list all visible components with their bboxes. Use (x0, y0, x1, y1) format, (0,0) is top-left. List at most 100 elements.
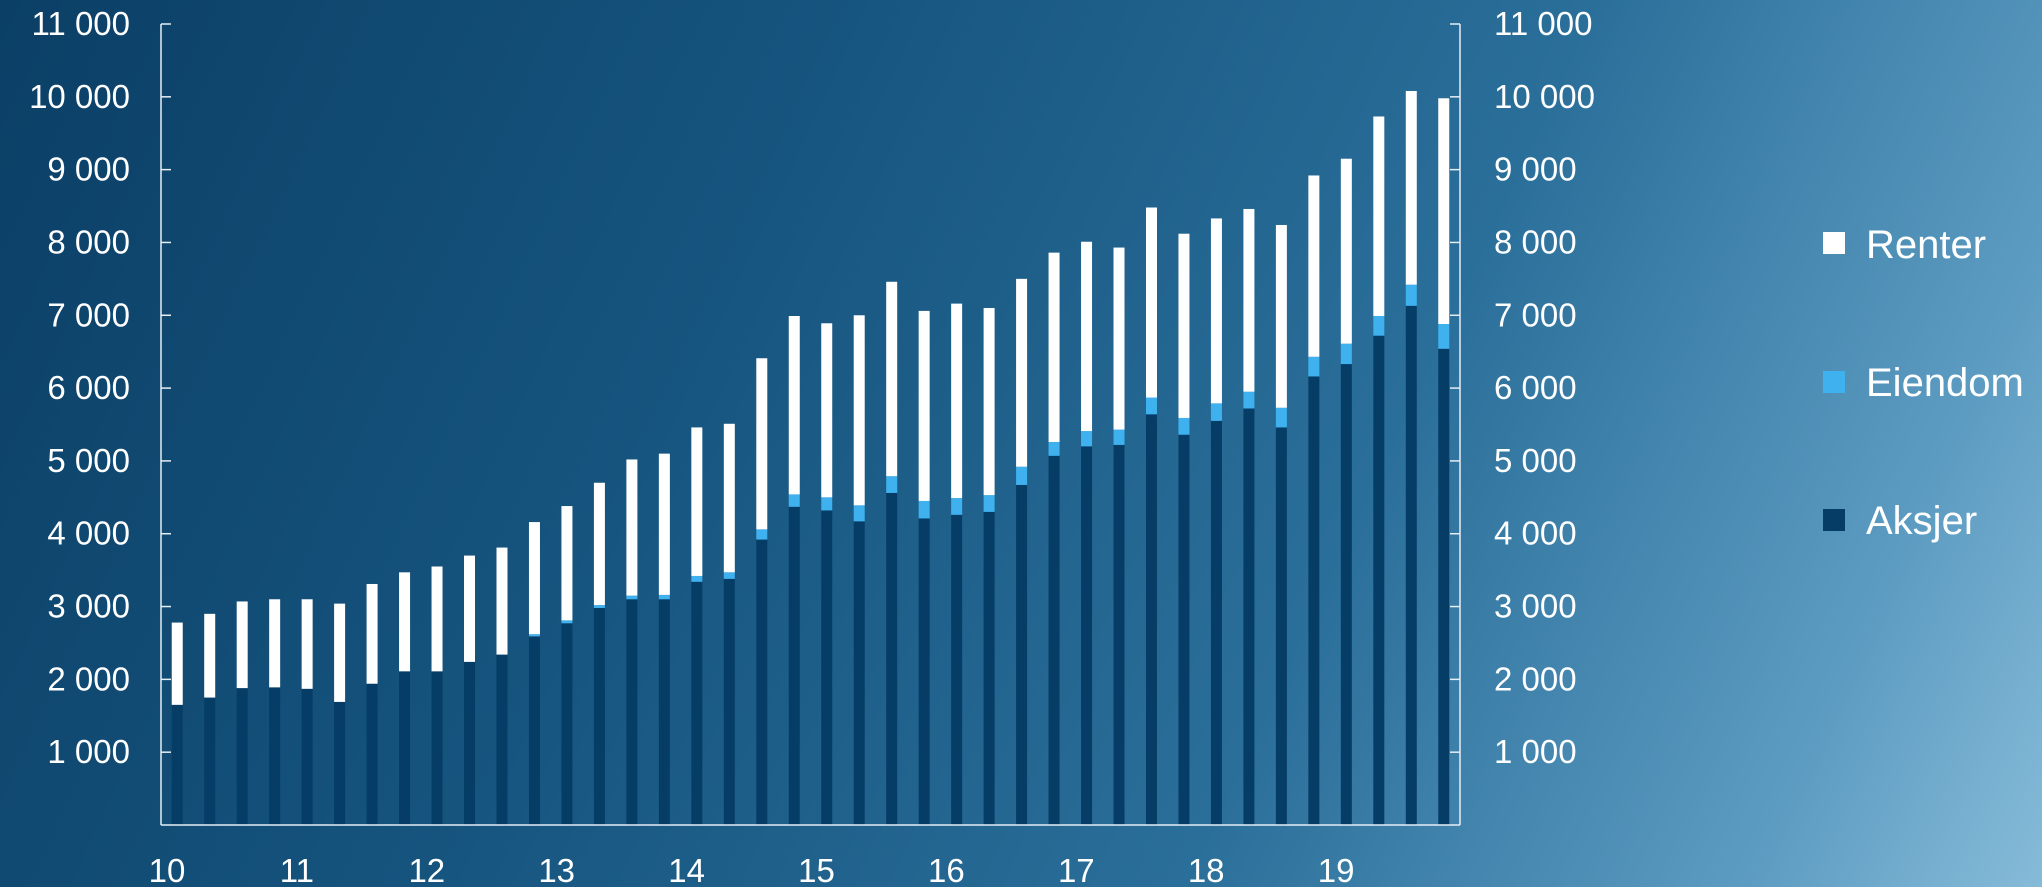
bar-aksjer-33 (1243, 408, 1255, 825)
bar-renter-5 (334, 603, 346, 702)
bar-aksjer-7 (399, 671, 411, 825)
bar-aksjer-26 (1016, 484, 1028, 825)
y-tick-label-right-9000: 9 000 (1494, 151, 1577, 188)
bar-aksjer-6 (366, 683, 378, 825)
y-tick-label-right-4000: 4 000 (1494, 515, 1577, 552)
legend-swatch-aksjer (1823, 509, 1845, 531)
bar-aksjer-2 (236, 688, 248, 825)
bar-renter-17 (723, 423, 735, 573)
bar-renter-29 (1113, 247, 1125, 430)
bar-eiendom-24 (951, 498, 963, 515)
bar-aksjer-37 (1373, 335, 1385, 825)
bar-renter-25 (983, 307, 995, 496)
bar-aksjer-8 (431, 671, 443, 825)
bar-eiendom-17 (723, 572, 735, 579)
x-tick-label-12: 12 (408, 852, 445, 887)
bar-eiendom-14 (626, 595, 638, 600)
bar-aksjer-36 (1340, 364, 1352, 825)
x-tick-label-10: 10 (149, 852, 186, 887)
bar-aksjer-30 (1145, 414, 1157, 825)
bar-renter-38 (1405, 90, 1417, 285)
bar-renter-13 (593, 482, 605, 606)
bar-renter-2 (236, 601, 248, 689)
bar-renter-14 (626, 459, 638, 596)
bar-aksjer-27 (1048, 455, 1060, 825)
bar-eiendom-30 (1145, 397, 1157, 415)
bars-group (171, 90, 1450, 825)
bar-renter-10 (496, 547, 508, 655)
legend-swatch-eiendom (1823, 371, 1845, 393)
bar-renter-0 (171, 622, 183, 705)
bar-renter-28 (1081, 241, 1093, 432)
bar-renter-3 (269, 599, 281, 688)
bar-aksjer-21 (853, 521, 865, 825)
bar-aksjer-15 (658, 599, 670, 825)
bar-eiendom-26 (1016, 466, 1028, 485)
bar-aksjer-16 (691, 581, 703, 825)
bar-eiendom-15 (658, 594, 670, 600)
bar-eiendom-19 (788, 494, 800, 507)
bar-aksjer-10 (496, 654, 508, 825)
bar-eiendom-16 (691, 575, 703, 582)
y-tick-label-left-9000: 9 000 (47, 151, 130, 188)
y-tick-label-right-3000: 3 000 (1494, 588, 1577, 625)
y-tick-label-right-10000: 10 000 (1494, 78, 1595, 115)
y-tick-label-left-4000: 4 000 (47, 515, 130, 552)
bar-aksjer-29 (1113, 444, 1125, 825)
x-tick-label-13: 13 (538, 852, 575, 887)
bar-renter-18 (756, 358, 768, 530)
bar-eiendom-32 (1210, 403, 1222, 421)
bar-eiendom-38 (1405, 284, 1417, 306)
bar-eiendom-29 (1113, 429, 1125, 445)
x-tick-label-18: 18 (1188, 852, 1225, 887)
bar-renter-6 (366, 583, 378, 684)
bar-renter-21 (853, 315, 865, 506)
x-tick-label-19: 19 (1318, 852, 1355, 887)
bar-renter-23 (918, 310, 930, 501)
bar-aksjer-12 (561, 623, 573, 825)
bar-renter-27 (1048, 252, 1060, 442)
bar-aksjer-9 (464, 661, 476, 825)
bar-eiendom-11 (528, 634, 540, 637)
bar-renter-33 (1243, 208, 1255, 392)
axes-group (160, 24, 1461, 826)
legend-label-aksjer: Aksjer (1866, 499, 1977, 543)
bar-aksjer-23 (918, 518, 930, 825)
bar-renter-26 (1016, 278, 1028, 467)
bar-eiendom-35 (1308, 356, 1320, 377)
y-tick-label-left-7000: 7 000 (47, 296, 130, 333)
y-tick-label-right-7000: 7 000 (1494, 296, 1577, 333)
bar-aksjer-32 (1210, 420, 1222, 825)
bar-aksjer-4 (301, 688, 313, 825)
bar-eiendom-27 (1048, 441, 1060, 456)
bar-renter-20 (821, 323, 833, 498)
bar-aksjer-25 (983, 511, 995, 825)
legend-label-renter: Renter (1866, 223, 1986, 267)
bar-eiendom-33 (1243, 391, 1255, 409)
bar-aksjer-31 (1178, 434, 1190, 825)
bar-aksjer-14 (626, 599, 638, 825)
bar-renter-8 (431, 566, 443, 672)
bar-eiendom-28 (1081, 431, 1093, 447)
bar-eiendom-39 (1438, 324, 1450, 349)
bar-aksjer-11 (528, 636, 540, 825)
y-tick-label-right-2000: 2 000 (1494, 660, 1577, 697)
ticks-group: 1 000 1 000 2 000 2 000 3 000 3 000 4 000 4 000… (29, 5, 1595, 887)
bar-aksjer-20 (821, 510, 833, 825)
bar-eiendom-23 (918, 500, 930, 519)
bar-renter-1 (204, 613, 216, 698)
bar-aksjer-28 (1081, 446, 1093, 825)
legend-label-eiendom: Eiendom (1866, 361, 2024, 405)
y-tick-label-left-3000: 3 000 (47, 588, 130, 625)
bar-renter-24 (951, 303, 963, 499)
bar-eiendom-25 (983, 495, 995, 512)
bar-aksjer-19 (788, 506, 800, 825)
bar-renter-34 (1275, 224, 1287, 408)
y-tick-label-left-11000: 11 000 (32, 5, 130, 42)
y-tick-label-left-10000: 10 000 (29, 78, 130, 115)
bar-renter-22 (886, 281, 898, 477)
legend-swatch-renter (1823, 232, 1845, 254)
y-tick-label-right-11000: 11 000 (1494, 5, 1592, 42)
y-tick-label-left-5000: 5 000 (47, 442, 130, 479)
